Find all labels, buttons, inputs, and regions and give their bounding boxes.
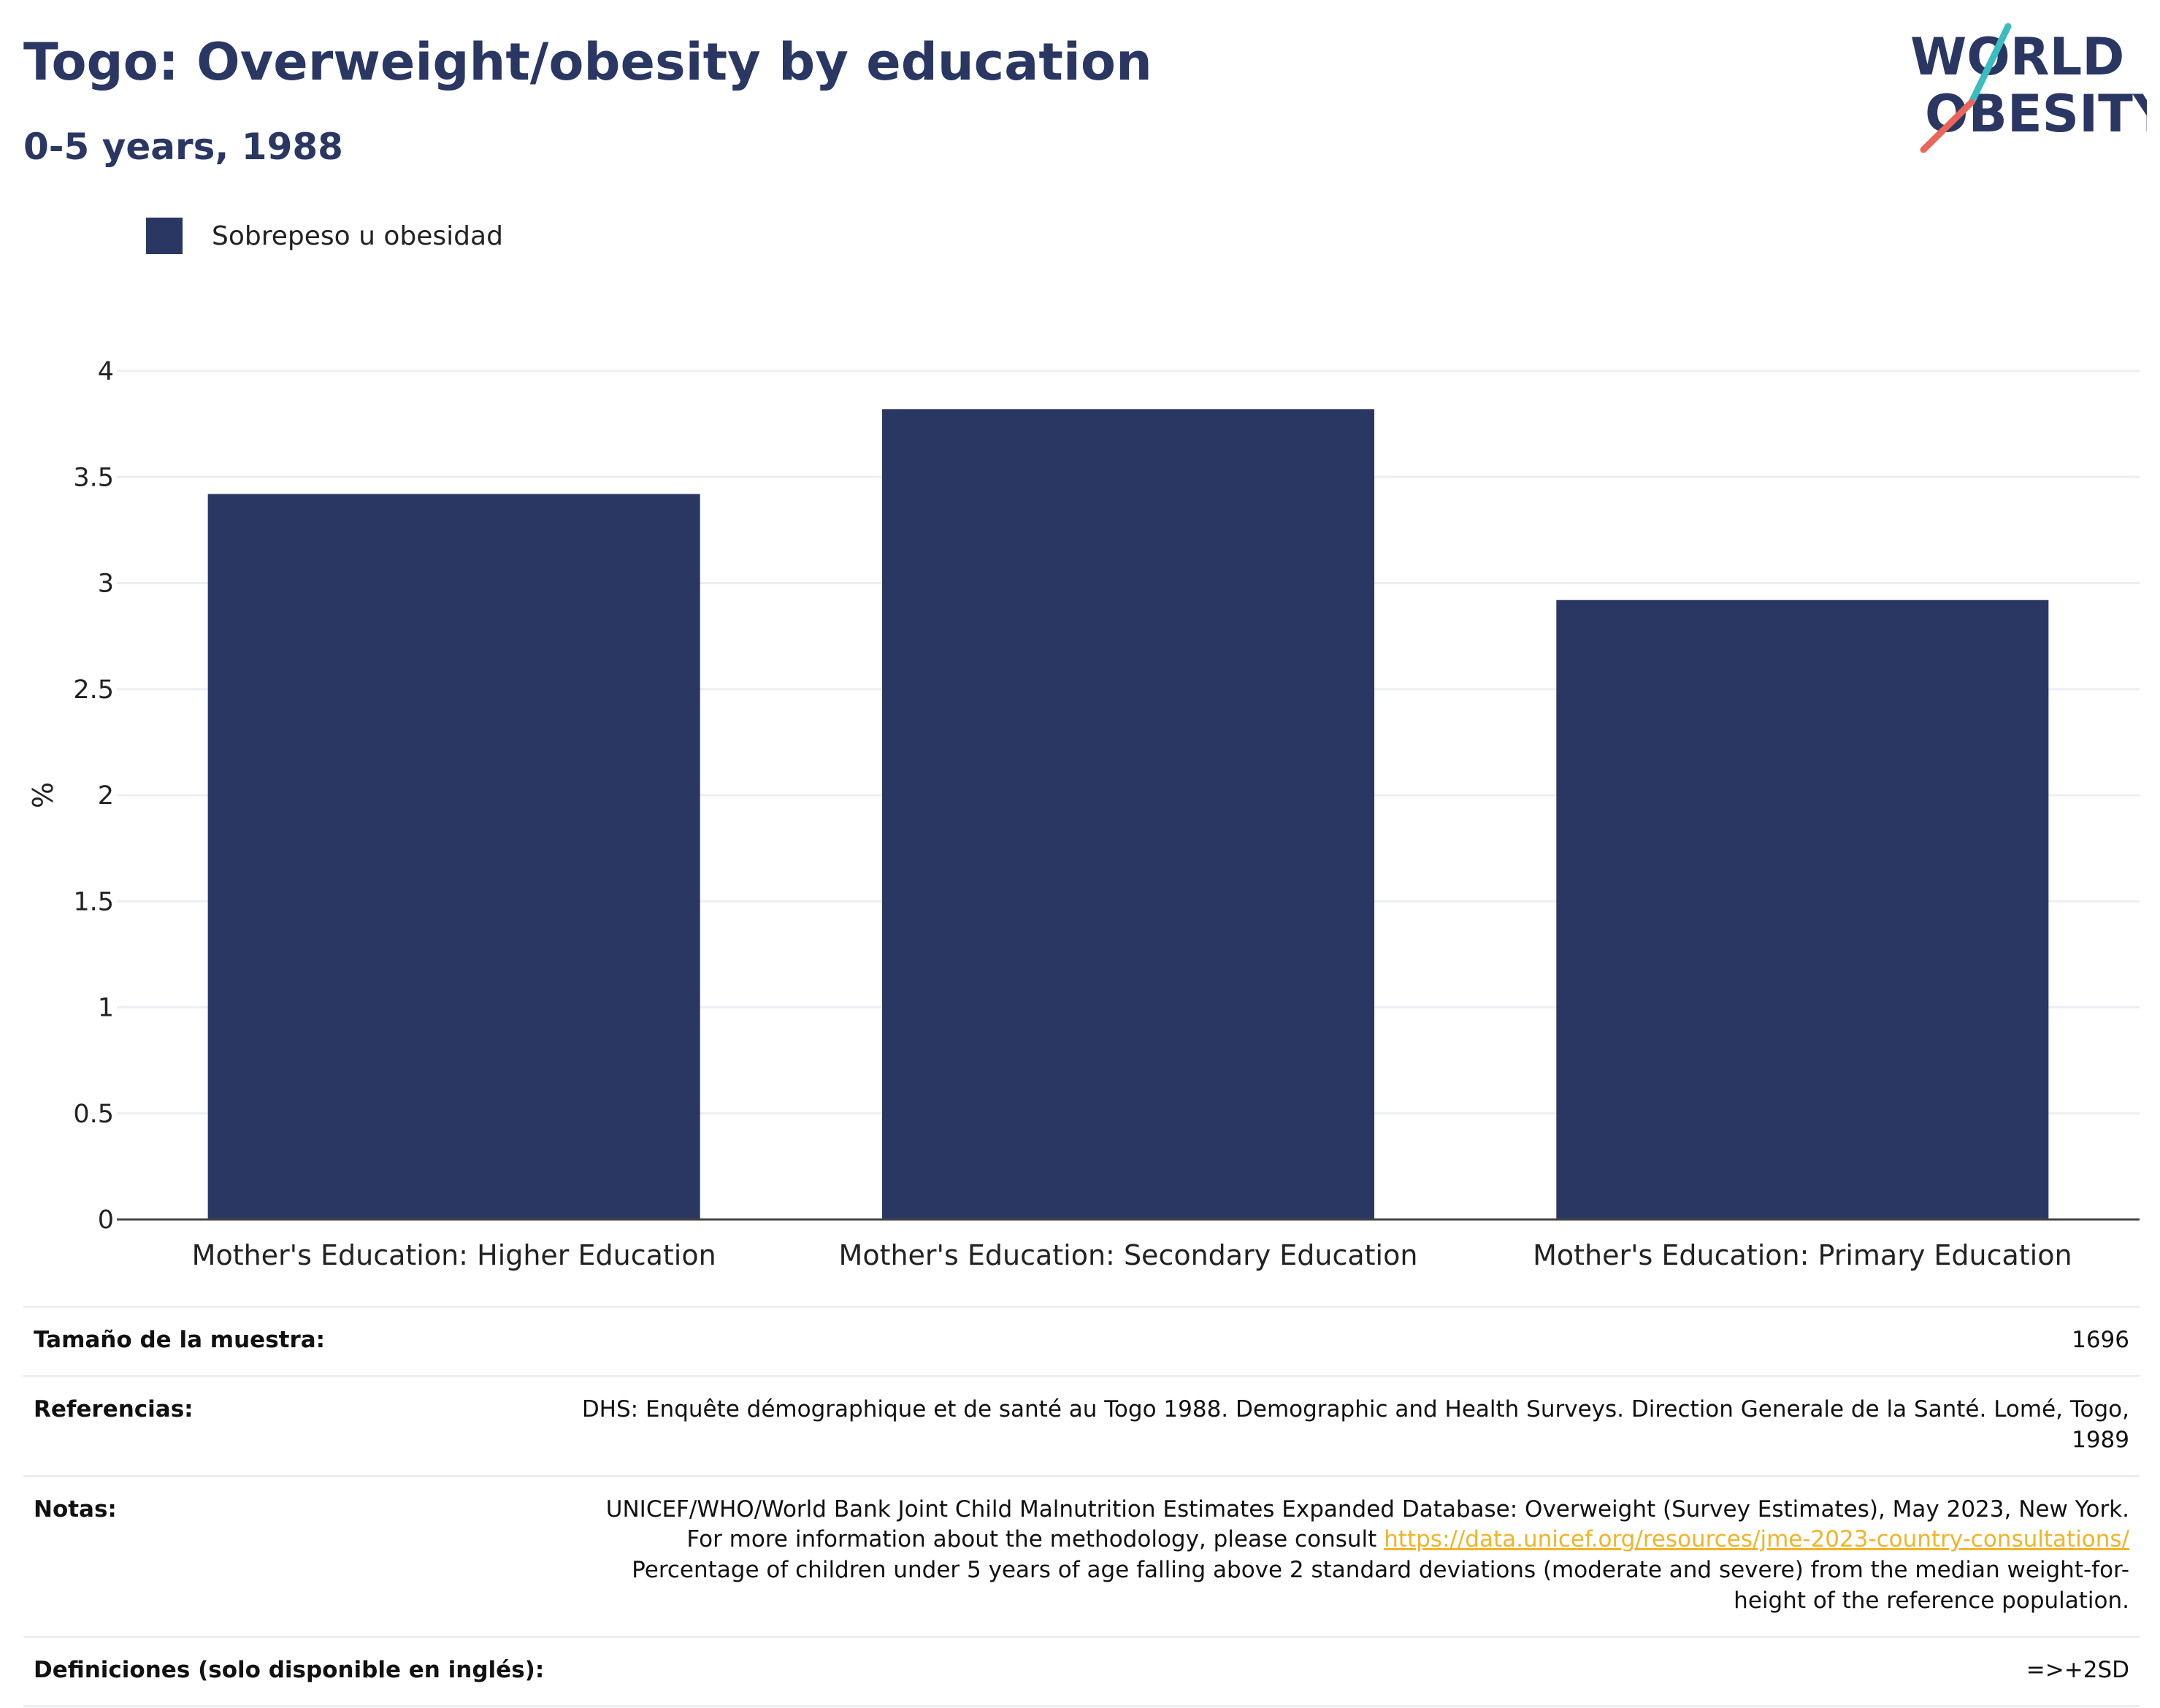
info-row-references: Referencias: DHS: Enquête démographique … (23, 1374, 2140, 1477)
y-tick-label: 2.5 (73, 675, 114, 705)
world-obesity-logo: WORLD OBESITY (1910, 23, 2147, 153)
y-tick-label: 0.5 (73, 1100, 114, 1129)
y-tick-label: 1.5 (73, 887, 114, 916)
y-tick-label: 3.5 (73, 463, 114, 492)
notes-value: UNICEF/WHO/World Bank Joint Child Malnut… (570, 1474, 2140, 1637)
bar (881, 409, 1375, 1219)
references-label: Referencias: (23, 1374, 570, 1477)
sample-size-value: 1696 (570, 1306, 2140, 1376)
y-tick-label: 0 (98, 1206, 114, 1235)
sample-size-label: Tamaño de la muestra: (23, 1306, 570, 1376)
references-value: DHS: Enquête démographique et de santé a… (570, 1374, 2140, 1477)
info-row-definitions: Definiciones (solo disponible en inglés)… (23, 1635, 2140, 1707)
y-tick-label: 2 (98, 781, 114, 811)
info-row-sample: Tamaño de la muestra: 1696 (23, 1306, 2140, 1376)
info-table: Tamaño de la muestra: 1696 Referencias: … (23, 1306, 2140, 1707)
x-tick-label: Mother's Education: Higher Education (192, 1239, 716, 1271)
notes-text-1: UNICEF/WHO/World Bank Joint Child Malnut… (605, 1496, 2129, 1553)
legend: Sobrepeso u obesidad (146, 218, 503, 254)
info-row-notes: Notas: UNICEF/WHO/World Bank Joint Child… (23, 1474, 2140, 1637)
notes-label: Notas: (23, 1474, 570, 1637)
notes-text-2: Percentage of children under 5 years of … (632, 1557, 2129, 1615)
bar-chart: 0 0.5 1 1.5 2 2.5 3 3.5 4% Mother's Education: Hi… (27, 357, 2140, 1271)
notes-link[interactable]: https://data.unicef.org/resources/jme-20… (1384, 1526, 2129, 1553)
x-tick-label: Mother's Education: Secondary Education (839, 1239, 1418, 1271)
y-tick-label: 4 (98, 357, 114, 386)
chart-title: Togo: Overweight/obesity by education (23, 32, 1152, 92)
legend-swatch (146, 218, 183, 254)
definitions-label: Definiciones (solo disponible en inglés)… (23, 1635, 570, 1707)
chart-subtitle: 0-5 years, 1988 (23, 126, 343, 168)
bar (1556, 600, 2049, 1219)
y-tick-label: 3 (98, 570, 114, 599)
y-tick-label: 1 (98, 994, 114, 1023)
legend-label: Sobrepeso u obesidad (212, 221, 503, 251)
logo-line1: WORLD (1910, 27, 2124, 87)
x-tick-label: Mother's Education: Primary Education (1533, 1239, 2072, 1271)
bar (207, 494, 700, 1219)
y-axis-label: % (27, 782, 59, 808)
definitions-value: =>+2SD (570, 1635, 2140, 1707)
